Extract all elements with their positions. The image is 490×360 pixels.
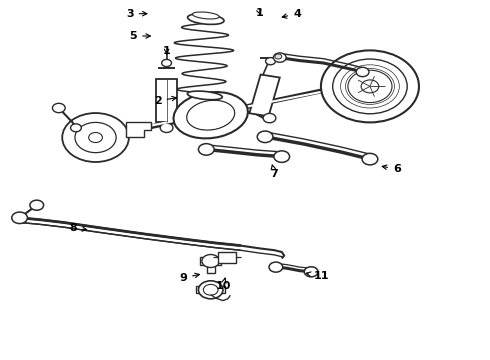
Circle shape	[75, 122, 116, 153]
PathPatch shape	[20, 218, 240, 250]
Circle shape	[274, 151, 290, 162]
Text: 3: 3	[126, 9, 147, 19]
Polygon shape	[200, 257, 221, 273]
Circle shape	[30, 200, 44, 210]
Text: 9: 9	[179, 273, 199, 283]
Ellipse shape	[187, 100, 235, 130]
Circle shape	[321, 50, 419, 122]
FancyBboxPatch shape	[249, 75, 280, 116]
Polygon shape	[196, 286, 225, 293]
Ellipse shape	[173, 92, 248, 138]
Text: 1: 1	[256, 8, 264, 18]
Text: 11: 11	[306, 271, 329, 281]
Circle shape	[89, 132, 102, 143]
Circle shape	[273, 53, 286, 62]
Circle shape	[162, 59, 172, 67]
Ellipse shape	[188, 101, 233, 129]
Circle shape	[12, 212, 27, 224]
Text: 10: 10	[215, 278, 231, 291]
Polygon shape	[218, 252, 236, 263]
Text: 2: 2	[154, 96, 176, 106]
Circle shape	[362, 153, 378, 165]
Circle shape	[275, 54, 282, 59]
Circle shape	[269, 262, 283, 272]
Circle shape	[62, 113, 129, 162]
Text: 8: 8	[70, 222, 87, 233]
Circle shape	[266, 58, 275, 65]
Circle shape	[333, 59, 407, 114]
Circle shape	[203, 284, 218, 295]
Text: 1: 1	[163, 46, 171, 56]
Circle shape	[257, 131, 273, 143]
Text: 5: 5	[129, 31, 150, 41]
Circle shape	[160, 123, 173, 132]
Circle shape	[263, 113, 276, 123]
Circle shape	[198, 281, 223, 299]
Circle shape	[356, 67, 369, 77]
Ellipse shape	[188, 14, 224, 24]
Circle shape	[348, 70, 392, 103]
Ellipse shape	[193, 12, 219, 19]
FancyBboxPatch shape	[156, 79, 177, 122]
Text: 6: 6	[382, 164, 401, 174]
Circle shape	[202, 255, 220, 267]
Text: 4: 4	[282, 9, 301, 19]
Ellipse shape	[187, 91, 222, 100]
Text: 7: 7	[270, 165, 278, 179]
Polygon shape	[126, 122, 151, 137]
Circle shape	[304, 267, 318, 277]
Circle shape	[361, 80, 379, 93]
Circle shape	[198, 144, 214, 155]
Circle shape	[52, 103, 65, 113]
Circle shape	[71, 124, 81, 132]
